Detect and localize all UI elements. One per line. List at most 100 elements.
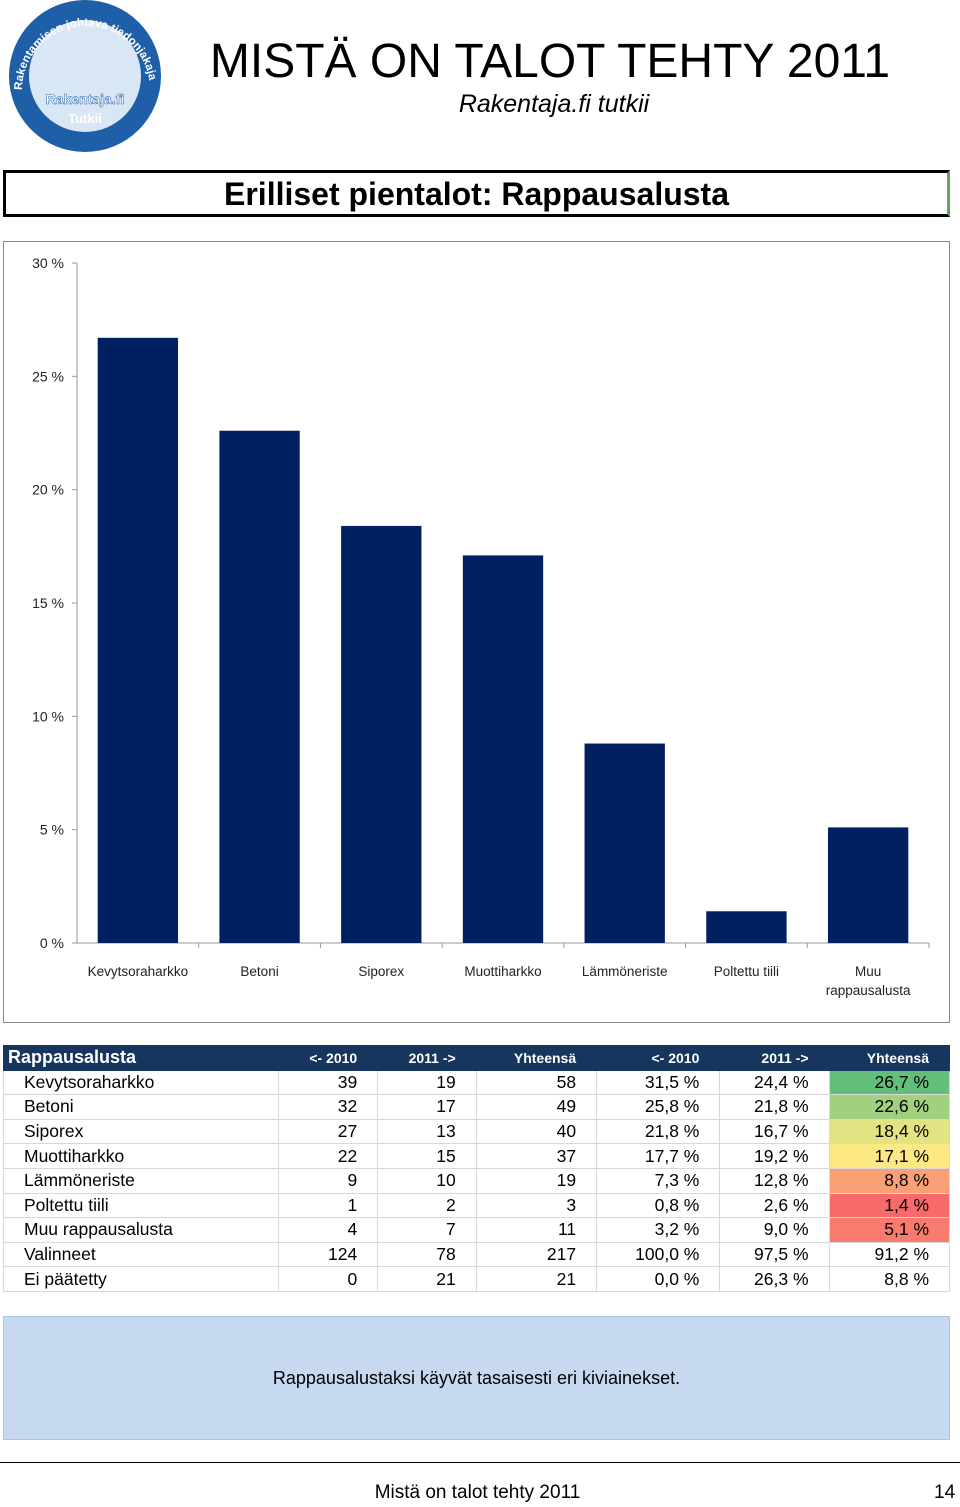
table-cell: 8,8 % (828, 1266, 951, 1292)
table-cell: 17,7 % (596, 1143, 721, 1169)
table-cell: 49 (475, 1094, 598, 1120)
data-table: Rappausalusta <- 2010 2011 -> Yhteensä <- 20… (3, 1045, 951, 1292)
table-cell: 91,2 % (828, 1241, 951, 1268)
table-cell: 15 (377, 1143, 477, 1169)
table-cell: 58 (475, 1069, 598, 1096)
y-tick-label: 5 % (40, 822, 64, 838)
table-cell: 21,8 % (596, 1118, 721, 1145)
table-row: Ei päätetty 0 21 21 0,0 % 26,3 % 8,8 % (3, 1266, 951, 1292)
y-tick-label: 25 % (32, 368, 64, 384)
title: MISTÄ ON TALOT TEHTY 2011 (209, 35, 891, 88)
table-cell: 4 (277, 1217, 379, 1243)
x-tick-label: Muottiharkko (464, 964, 542, 979)
table-cell: Valinneet (3, 1241, 279, 1268)
table-cell: 22 (277, 1143, 379, 1169)
table-cell: 9,0 % (719, 1217, 830, 1243)
table-cell: 39 (277, 1069, 379, 1096)
table-cell: 18,4 % (828, 1118, 951, 1145)
subtitle: Rakentaja.fi tutkii (458, 90, 650, 118)
table-cell: 2,6 % (719, 1192, 830, 1219)
table-row: Poltettu tiili 1 2 3 0,8 % 2,6 % 1,4 % (3, 1192, 951, 1219)
table-cell: 3,2 % (596, 1217, 721, 1243)
table-cell: 13 (377, 1118, 477, 1145)
table-cell: 19 (377, 1069, 477, 1096)
header-cell: 2011 -> (377, 1045, 477, 1071)
bar (584, 743, 665, 943)
table-cell: 7,3 % (596, 1167, 721, 1194)
table-cell: 0 (277, 1266, 379, 1292)
y-tick-label: 0 % (40, 935, 64, 951)
bar (462, 555, 544, 943)
table-cell: 22,6 % (828, 1094, 951, 1120)
table-cell: Betoni (3, 1094, 279, 1120)
y-tick-label: 10 % (32, 708, 64, 724)
table-cell: 124 (277, 1241, 379, 1268)
table-cell: Muu rappausalusta (3, 1217, 279, 1243)
table-cell: Kevytsoraharkko (3, 1069, 279, 1096)
table-cell: 8,8 % (828, 1167, 951, 1194)
table-cell: Poltettu tiili (3, 1192, 279, 1219)
table-cell: 26,3 % (719, 1266, 830, 1292)
y-tick-label: 15 % (32, 595, 64, 611)
table-header: Rappausalusta <- 2010 2011 -> Yhteensä <- 20… (3, 1045, 951, 1071)
table-row: Muottiharkko 22 15 37 17,7 % 19,2 % 17,1 % (3, 1143, 951, 1169)
header-cell: Rappausalusta (3, 1045, 279, 1071)
table-cell: 5,1 % (828, 1217, 951, 1243)
table-cell: 40 (475, 1118, 598, 1145)
table-row: Muu rappausalusta 4 7 11 3,2 % 9,0 % 5,1 % (3, 1217, 951, 1243)
table-cell: 1 (277, 1192, 379, 1219)
table-cell: 100,0 % (596, 1241, 721, 1268)
table-cell: 27 (277, 1118, 379, 1145)
table-cell: 21,8 % (719, 1094, 830, 1120)
table-row: Valinneet 124 78 217 100,0 % 97,5 % 91,2 % (3, 1241, 951, 1268)
table-cell: 24,4 % (719, 1069, 830, 1096)
table-cell: 10 (377, 1167, 477, 1194)
footer-rule (0, 1462, 960, 1463)
table-cell: 19 (475, 1167, 598, 1194)
page-number: 14 (934, 1482, 956, 1503)
note: Rappausalustaksi käyvät tasaisesti eri k… (3, 1316, 950, 1440)
table-cell: 2 (377, 1192, 477, 1219)
table-cell: 1,4 % (828, 1192, 951, 1219)
table-cell: Ei päätetty (3, 1266, 279, 1292)
header-cell: <- 2010 (596, 1045, 721, 1071)
bar (219, 430, 300, 943)
table-row: Siporex 27 13 40 21,8 % 16,7 % 18,4 % (3, 1118, 951, 1145)
x-tick-label: Betoni (240, 964, 279, 979)
y-tick-label: 20 % (32, 482, 64, 498)
bar (827, 827, 909, 943)
table-cell: Lämmöneriste (3, 1167, 279, 1194)
table-cell: 0,0 % (596, 1266, 721, 1292)
table-cell: 32 (277, 1094, 379, 1120)
footer-text: Mistä on talot tehty 2011 (374, 1482, 581, 1503)
table-cell: 12,8 % (719, 1167, 830, 1194)
table-cell: 11 (475, 1217, 598, 1243)
table-cell: Muottiharkko (3, 1143, 279, 1169)
table-cell: 7 (377, 1217, 477, 1243)
x-tick-label: Siporex (358, 964, 405, 979)
table-cell: 25,8 % (596, 1094, 721, 1120)
chart-frame (3, 241, 950, 1023)
x-tick-label: Poltettu tiili (713, 964, 780, 979)
table-cell: 26,7 % (828, 1069, 951, 1096)
table-cell: 21 (475, 1266, 598, 1292)
header-cell: 2011 -> (719, 1045, 830, 1071)
table-cell: 21 (377, 1266, 477, 1292)
logo-center (29, 20, 141, 132)
table-cell: 9 (277, 1167, 379, 1194)
table-cell: 31,5 % (596, 1069, 721, 1096)
table-row: Kevytsoraharkko 39 19 58 31,5 % 24,4 % 26,7 % (3, 1069, 951, 1096)
table-cell: 19,2 % (719, 1143, 830, 1169)
table-cell: 16,7 % (719, 1118, 830, 1145)
logo-tag: Tutkii (68, 111, 102, 126)
logo-name: Rakentaja.fi (46, 91, 125, 107)
table-cell: 3 (475, 1192, 598, 1219)
table-cell: 78 (377, 1241, 477, 1268)
logo: Rakentamisen johtava tiedonjakaja Rakent… (9, 0, 161, 152)
table-cell: 97,5 % (719, 1241, 830, 1268)
x-tick-label: Lämmöneriste (581, 964, 668, 979)
bar (706, 911, 787, 943)
header-cell: Yhteensä (828, 1045, 951, 1071)
header-cell: <- 2010 (277, 1045, 379, 1071)
